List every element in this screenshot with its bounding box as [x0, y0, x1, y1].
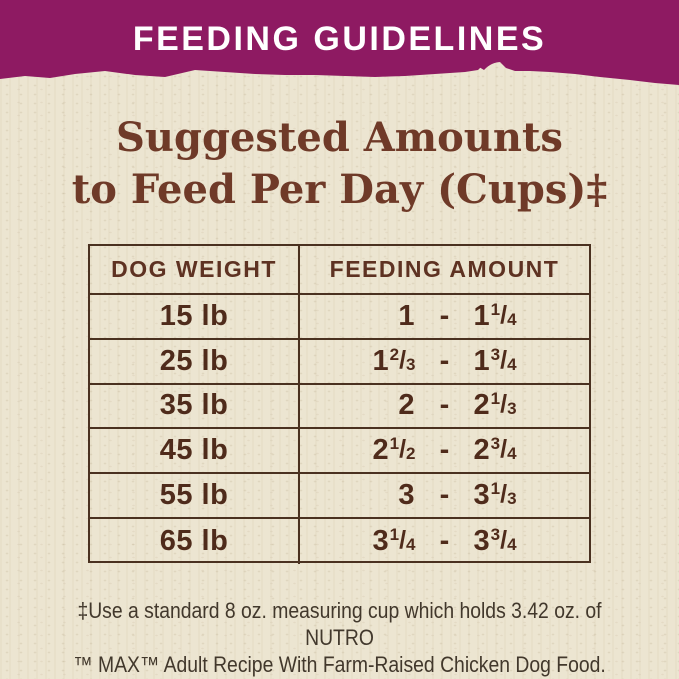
amount-range-dash: -: [439, 434, 450, 467]
page-title: Suggested Amounts to Feed Per Day (Cups)…: [0, 112, 679, 216]
table-row-weight: 25 lb: [90, 339, 300, 385]
amount-max: 234: [474, 434, 570, 467]
torn-edge-graphic: [0, 0, 679, 85]
amount-range-dash: -: [439, 344, 450, 377]
table-row-amount: 1 - 114: [300, 295, 589, 340]
table-row-weight: 55 lb: [90, 474, 300, 519]
amount-min: 314: [320, 525, 415, 558]
amount-max: 134: [474, 345, 570, 378]
amount-min: 1: [398, 299, 415, 332]
feeding-table: DOG WEIGHT FEEDING AMOUNT 15 lb 1 - 114 …: [88, 244, 591, 564]
column-header-dog-weight: DOG WEIGHT: [90, 246, 300, 295]
column-header-feeding-amount: FEEDING AMOUNT: [300, 246, 589, 295]
amount-min: 212: [320, 434, 415, 467]
table-row-weight: 15 lb: [90, 295, 300, 340]
banner-title: FEEDING GUIDELINES: [132, 20, 547, 58]
amount-range-dash: -: [439, 479, 450, 512]
amount-max: 213: [474, 389, 570, 422]
table-row-weight: 45 lb: [90, 429, 300, 475]
table-row-weight: 35 lb: [90, 384, 300, 430]
amount-range-dash: -: [439, 299, 450, 332]
table-row-amount: 3 - 313: [300, 474, 589, 519]
table-row-amount: 314 - 334: [300, 519, 589, 564]
amount-min: 123: [320, 345, 415, 378]
footnote-line2: ™ MAX™ Adult Recipe With Farm-Raised Chi…: [73, 652, 606, 677]
amount-max: 334: [474, 525, 570, 558]
amount-range-dash: -: [439, 524, 450, 557]
page-title-line1: Suggested Amounts: [116, 114, 563, 161]
footnote-line1: ‡Use a standard 8 oz. measuring cup whic…: [77, 598, 602, 650]
amount-min: 3: [398, 479, 415, 512]
page-title-line2: to Feed Per Day (Cups)‡: [71, 166, 608, 213]
table-row-amount: 2 - 213: [300, 385, 589, 430]
amount-max: 313: [474, 479, 570, 512]
amount-min: 2: [398, 389, 415, 422]
amount-max: 114: [474, 300, 570, 333]
table-row-amount: 123 - 134: [300, 340, 589, 385]
table-row-weight: 65 lb: [90, 518, 300, 564]
table-row-amount: 212 - 234: [300, 429, 589, 475]
footnote: ‡Use a standard 8 oz. measuring cup whic…: [41, 597, 639, 678]
amount-range-dash: -: [439, 389, 450, 422]
banner: FEEDING GUIDELINES: [0, 0, 679, 100]
